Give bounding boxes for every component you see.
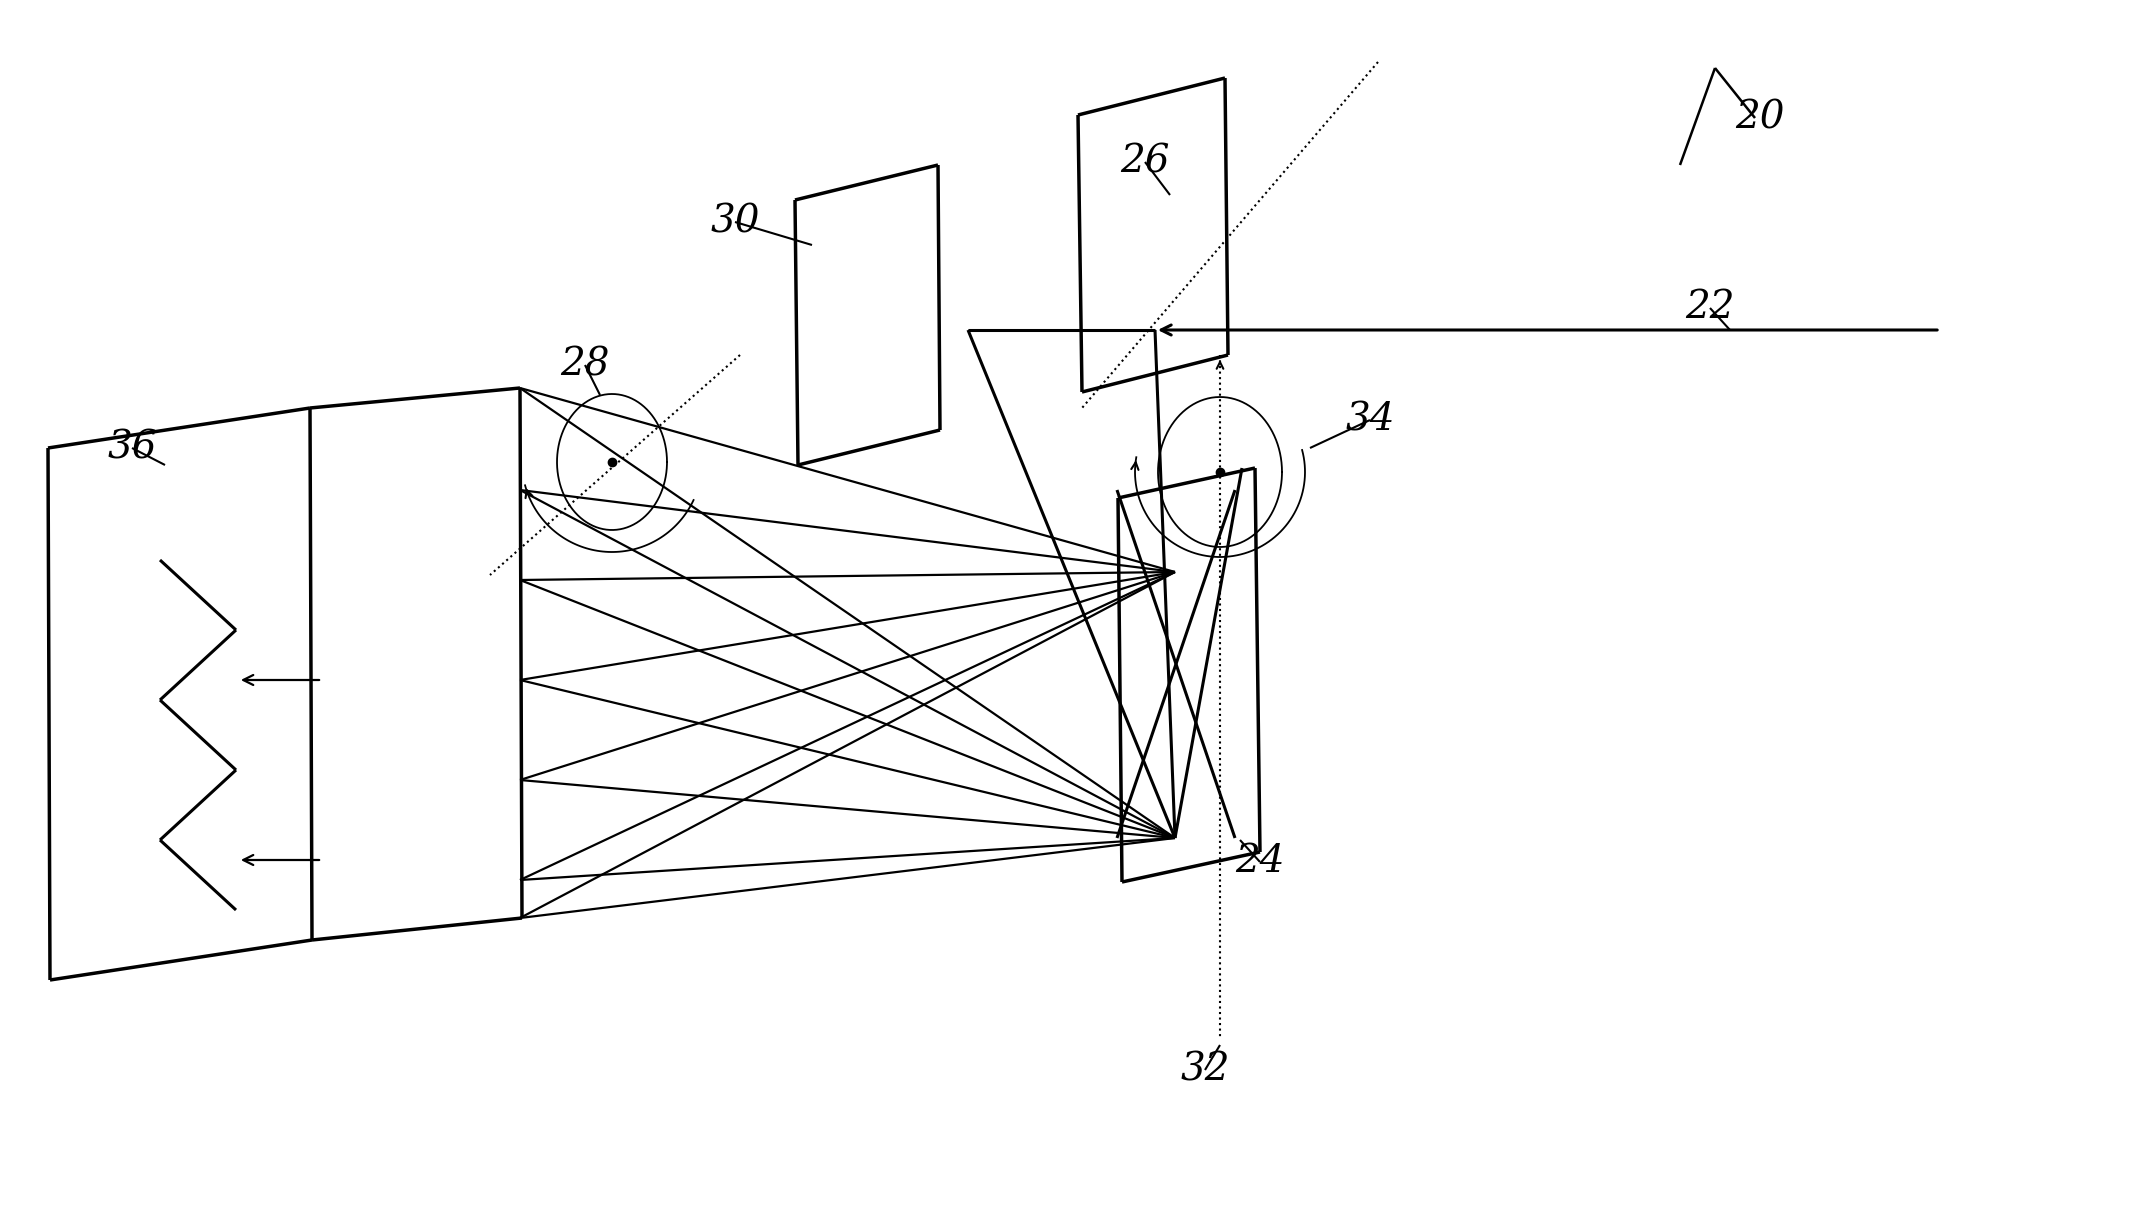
Text: 22: 22 xyxy=(1685,290,1734,326)
Text: 24: 24 xyxy=(1236,843,1285,881)
Text: 30: 30 xyxy=(710,203,760,241)
Text: 34: 34 xyxy=(1346,402,1395,438)
Text: 32: 32 xyxy=(1180,1051,1230,1088)
Text: 28: 28 xyxy=(560,347,609,383)
Text: 36: 36 xyxy=(107,430,157,466)
Text: 26: 26 xyxy=(1120,144,1170,180)
Text: 20: 20 xyxy=(1736,100,1785,136)
